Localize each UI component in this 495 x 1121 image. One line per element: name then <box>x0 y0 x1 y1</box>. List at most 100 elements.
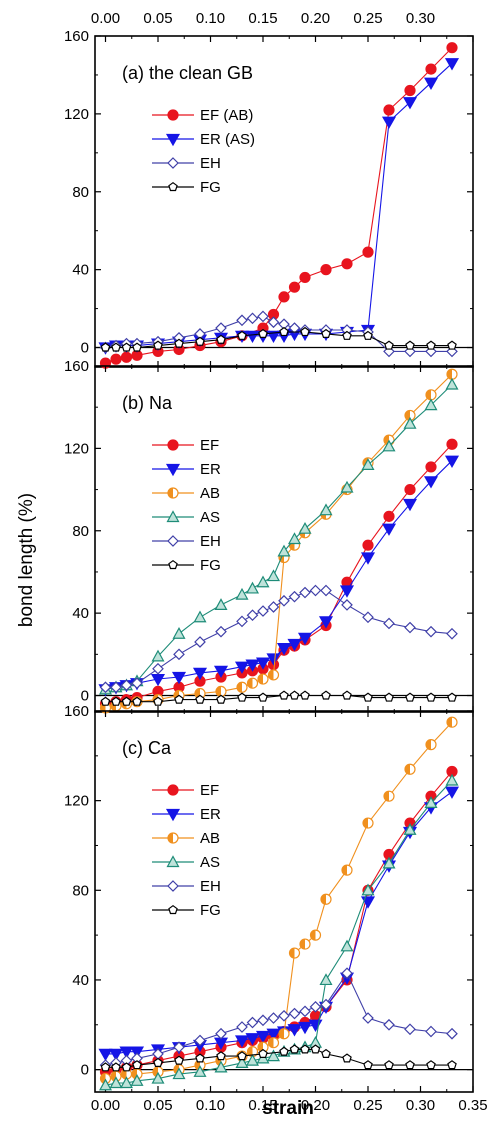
data-point <box>444 786 460 799</box>
data-point <box>309 584 322 597</box>
data-point <box>111 342 121 352</box>
data-point <box>195 336 205 346</box>
legend-marker <box>167 439 179 451</box>
data-point <box>194 636 206 648</box>
data-point <box>215 1027 227 1040</box>
data-point <box>320 998 332 1011</box>
series-line <box>105 721 453 1080</box>
series-AB <box>99 716 458 1085</box>
data-point <box>172 626 186 639</box>
series-ER <box>98 786 460 1062</box>
data-point <box>278 594 290 607</box>
y-tick-label: 40 <box>72 605 89 622</box>
data-point <box>266 569 281 582</box>
data-point <box>403 823 417 835</box>
y-tick-label: 160 <box>64 358 89 375</box>
legend-marker <box>165 463 181 477</box>
data-point <box>279 690 289 700</box>
data-point <box>132 342 142 352</box>
y-tick-label: 80 <box>72 882 89 899</box>
data-point <box>363 692 373 702</box>
data-point <box>277 544 291 557</box>
data-point <box>300 326 310 337</box>
data-point <box>321 690 331 700</box>
legend-label: AB <box>200 830 220 847</box>
data-point <box>298 521 312 534</box>
x-tick-label: 0.35 <box>458 1097 487 1114</box>
data-point <box>235 1056 249 1068</box>
data-point <box>245 659 260 672</box>
legend-marker <box>168 904 178 915</box>
series-EH <box>99 584 458 694</box>
data-point <box>119 1076 134 1089</box>
data-point <box>404 1023 416 1036</box>
data-point <box>425 625 437 638</box>
data-point <box>174 694 184 704</box>
y-tick-label: 120 <box>64 106 89 123</box>
data-point <box>278 1028 290 1040</box>
data-point <box>383 510 395 522</box>
data-point <box>100 342 111 352</box>
legend-marker <box>167 109 179 121</box>
data-point <box>363 330 373 340</box>
data-point <box>342 690 352 700</box>
y-tick-label: 120 <box>64 440 89 457</box>
data-point <box>299 271 311 284</box>
legend-entry: AS <box>152 509 220 526</box>
data-point <box>341 599 353 611</box>
data-point <box>320 264 332 276</box>
data-point <box>171 671 187 685</box>
data-point <box>236 615 248 628</box>
data-point <box>213 665 229 679</box>
data-point <box>297 632 313 646</box>
series-line <box>105 315 452 352</box>
data-point <box>256 575 270 588</box>
data-point <box>289 690 300 700</box>
data-point <box>194 687 206 700</box>
series-ER <box>98 58 460 355</box>
legend-entry: EH <box>152 533 221 550</box>
data-point <box>309 929 322 941</box>
data-point <box>246 1046 259 1058</box>
data-point <box>174 1055 184 1065</box>
series-line <box>105 443 453 705</box>
data-point <box>362 1012 374 1024</box>
y-tick-label: 80 <box>72 523 89 540</box>
data-point <box>383 790 395 802</box>
data-point <box>424 796 438 808</box>
data-point <box>381 523 397 536</box>
data-point <box>340 480 354 493</box>
data-point <box>382 439 396 452</box>
data-point <box>257 1041 269 1053</box>
x-tick-label: 0.15 <box>248 1097 277 1114</box>
data-point <box>423 476 439 489</box>
top-x-tick-label: 0.00 <box>91 10 120 27</box>
data-point <box>341 864 353 876</box>
data-point <box>276 643 292 656</box>
series-line <box>105 791 453 1055</box>
data-point <box>246 1016 259 1029</box>
data-point <box>257 310 269 323</box>
data-point <box>446 627 458 640</box>
series-FG <box>100 326 457 352</box>
data-point <box>288 947 301 959</box>
data-point <box>340 939 354 952</box>
panel-0: 0 40 80 120 160 (a) the clean GB EF (AB) ER (AS… <box>64 28 474 369</box>
legend-marker <box>166 510 180 523</box>
data-point <box>287 1024 302 1037</box>
data-point <box>446 42 458 54</box>
data-point <box>267 669 280 681</box>
legend-entry: FG <box>152 179 221 196</box>
panel-2: 0 40 80 120 160 (c) Ca EF ER AB AS EH FG 0.00 0.05 0.1… <box>64 703 488 1114</box>
legend-marker <box>166 855 180 868</box>
legend-entry: EF (AB) <box>152 107 253 124</box>
legend-marker <box>167 880 179 892</box>
data-point <box>192 667 208 681</box>
legend-entry: EF <box>152 782 219 799</box>
data-point <box>132 1060 142 1070</box>
data-point <box>425 461 437 473</box>
data-point <box>246 609 259 622</box>
data-point <box>131 677 143 690</box>
data-point <box>300 1044 310 1054</box>
top-x-tick-label: 0.10 <box>196 10 225 27</box>
